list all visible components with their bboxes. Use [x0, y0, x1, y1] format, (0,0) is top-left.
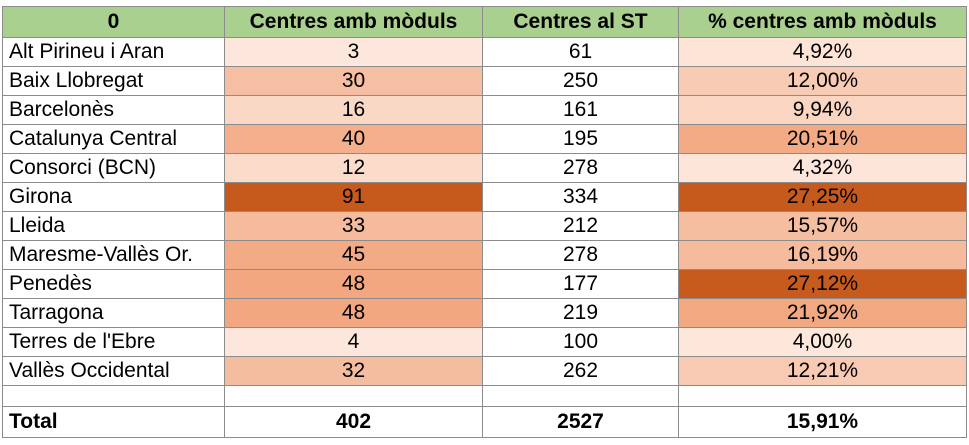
cell-region[interactable]: Terres de l'Ebre	[2, 327, 225, 357]
total-label[interactable]: Total	[2, 406, 225, 438]
header-row: 0 Centres amb mòduls Centres al ST % cen…	[2, 6, 967, 38]
cell-pct[interactable]: 16,19%	[678, 240, 967, 270]
cell-modules[interactable]: 91	[224, 182, 483, 212]
cell-st[interactable]: 195	[482, 124, 679, 154]
cell-st[interactable]: 250	[482, 66, 679, 96]
header-cell-st[interactable]: Centres al ST	[482, 6, 679, 38]
cell-region[interactable]: Lleida	[2, 211, 225, 241]
empty-cell[interactable]	[224, 385, 483, 407]
cell-pct[interactable]: 9,94%	[678, 95, 967, 125]
cell-modules[interactable]: 32	[224, 356, 483, 386]
table-row: Tarragona 48 219 21,92%	[2, 298, 967, 328]
table-body: Alt Pirineu i Aran 3 61 4,92% Baix Llobregat…	[2, 37, 967, 438]
cell-region[interactable]: Tarragona	[2, 298, 225, 328]
empty-cell[interactable]	[678, 385, 967, 407]
cell-modules[interactable]: 45	[224, 240, 483, 270]
table-row: Baix Llobregat 30 250 12,00%	[2, 66, 967, 96]
cell-modules[interactable]: 12	[224, 153, 483, 183]
cell-st[interactable]: 219	[482, 298, 679, 328]
table-row: Maresme-Vallès Or. 45 278 16,19%	[2, 240, 967, 270]
cell-pct[interactable]: 4,00%	[678, 327, 967, 357]
cell-pct[interactable]: 27,25%	[678, 182, 967, 212]
cell-modules[interactable]: 30	[224, 66, 483, 96]
cell-pct[interactable]: 20,51%	[678, 124, 967, 154]
cell-modules[interactable]: 40	[224, 124, 483, 154]
table-row: Barcelonès 16 161 9,94%	[2, 95, 967, 125]
cell-modules[interactable]: 3	[224, 37, 483, 67]
cell-st[interactable]: 262	[482, 356, 679, 386]
cell-region[interactable]: Girona	[2, 182, 225, 212]
cell-region[interactable]: Alt Pirineu i Aran	[2, 37, 225, 67]
total-st[interactable]: 2527	[482, 406, 679, 438]
cell-modules[interactable]: 33	[224, 211, 483, 241]
cell-st[interactable]: 278	[482, 153, 679, 183]
cell-pct[interactable]: 4,32%	[678, 153, 967, 183]
total-pct[interactable]: 15,91%	[678, 406, 967, 438]
cell-region[interactable]: Penedès	[2, 269, 225, 299]
cell-region[interactable]: Maresme-Vallès Or.	[2, 240, 225, 270]
table-row: Girona 91 334 27,25%	[2, 182, 967, 212]
cell-pct[interactable]: 21,92%	[678, 298, 967, 328]
header-cell-region[interactable]: 0	[2, 6, 225, 38]
empty-cell[interactable]	[482, 385, 679, 407]
table-row: Terres de l'Ebre 4 100 4,00%	[2, 327, 967, 357]
header-cell-pct[interactable]: % centres amb mòduls	[678, 6, 967, 38]
cell-modules[interactable]: 4	[224, 327, 483, 357]
table-row: Lleida 33 212 15,57%	[2, 211, 967, 241]
table-row: Penedès 48 177 27,12%	[2, 269, 967, 299]
cell-st[interactable]: 61	[482, 37, 679, 67]
cell-st[interactable]: 100	[482, 327, 679, 357]
total-modules[interactable]: 402	[224, 406, 483, 438]
cell-st[interactable]: 177	[482, 269, 679, 299]
cell-pct[interactable]: 27,12%	[678, 269, 967, 299]
header-cell-modules[interactable]: Centres amb mòduls	[224, 6, 483, 38]
cell-pct[interactable]: 12,21%	[678, 356, 967, 386]
empty-row	[2, 385, 967, 407]
cell-region[interactable]: Barcelonès	[2, 95, 225, 125]
total-row: Total 402 2527 15,91%	[2, 406, 967, 438]
cell-pct[interactable]: 4,92%	[678, 37, 967, 67]
cell-st[interactable]: 212	[482, 211, 679, 241]
cell-st[interactable]: 334	[482, 182, 679, 212]
empty-cell[interactable]	[2, 385, 225, 407]
cell-region[interactable]: Consorci (BCN)	[2, 153, 225, 183]
table-row: Vallès Occidental 32 262 12,21%	[2, 356, 967, 386]
table-row: Catalunya Central 40 195 20,51%	[2, 124, 967, 154]
table-row: Consorci (BCN) 12 278 4,32%	[2, 153, 967, 183]
cell-modules[interactable]: 16	[224, 95, 483, 125]
cell-region[interactable]: Baix Llobregat	[2, 66, 225, 96]
cell-modules[interactable]: 48	[224, 298, 483, 328]
cell-pct[interactable]: 12,00%	[678, 66, 967, 96]
cell-region[interactable]: Vallès Occidental	[2, 356, 225, 386]
cell-st[interactable]: 161	[482, 95, 679, 125]
data-table: 0 Centres amb mòduls Centres al ST % cen…	[2, 6, 967, 438]
cell-region[interactable]: Catalunya Central	[2, 124, 225, 154]
table-row: Alt Pirineu i Aran 3 61 4,92%	[2, 37, 967, 67]
cell-st[interactable]: 278	[482, 240, 679, 270]
cell-modules[interactable]: 48	[224, 269, 483, 299]
cell-pct[interactable]: 15,57%	[678, 211, 967, 241]
